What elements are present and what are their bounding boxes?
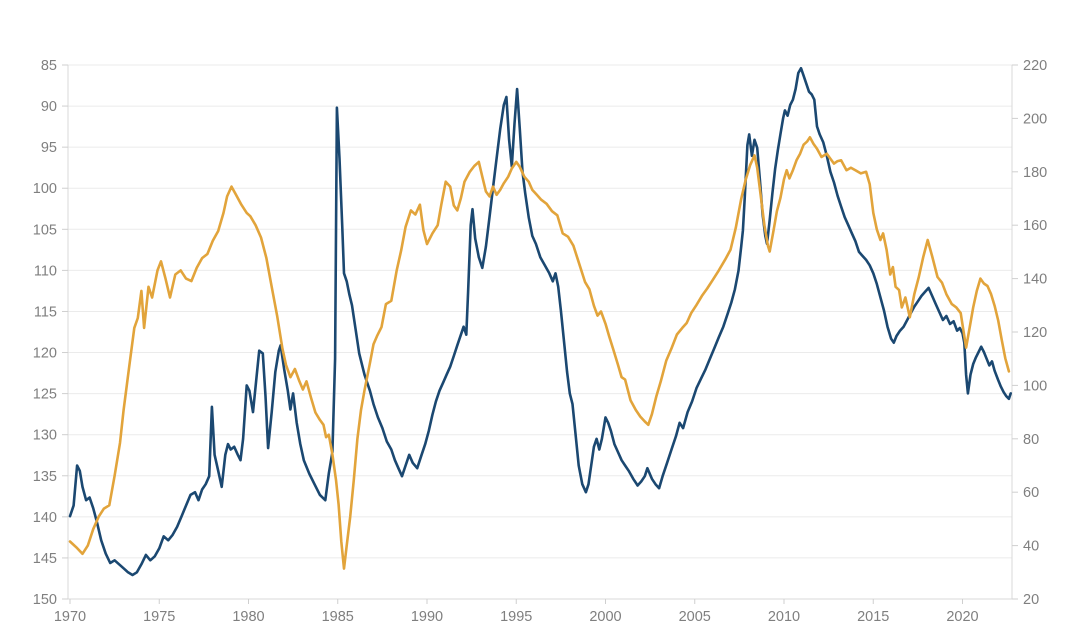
tick-label: 120	[1023, 325, 1047, 341]
twi-line-series	[68, 136, 1011, 570]
tick-label: 1985	[322, 609, 354, 625]
tick-label: 2000	[589, 609, 621, 625]
tick-label: 1995	[500, 609, 532, 625]
tick-label: 2005	[679, 609, 711, 625]
left-axis-ticks: 85 90 95 100 105 110 115 120 125 130 135 140 145 150	[33, 58, 68, 608]
tick-label: 20	[1023, 592, 1039, 608]
tick-label: 2020	[946, 609, 978, 625]
tick-label: 2010	[768, 609, 800, 625]
right-axis-ticks: 220 200 180 160 140 120 100 80 60 40 20	[1012, 58, 1047, 608]
tick-label: 1980	[232, 609, 264, 625]
tick-label: 110	[34, 263, 57, 279]
tick-label: 90	[41, 99, 57, 115]
tick-label: 135	[33, 469, 57, 485]
tick-label: 1975	[143, 609, 175, 625]
tick-label: 100	[33, 181, 57, 197]
tick-label: 150	[33, 592, 57, 608]
tick-label: 100	[1023, 378, 1047, 394]
x-axis-ticks: 1970 1975 1980 1985 1990 1995 2000 2005 2010 2015…	[54, 599, 979, 625]
tick-label: 80	[1023, 432, 1039, 448]
tick-label: 95	[41, 140, 57, 156]
tick-label: 115	[34, 304, 57, 320]
tick-label: 2015	[857, 609, 889, 625]
tick-label: 220	[1023, 58, 1047, 74]
tick-label: 125	[33, 387, 57, 403]
tick-label: 1970	[54, 609, 86, 625]
tick-label: 60	[1023, 485, 1039, 501]
gridlines	[68, 64, 1012, 600]
tick-label: 1990	[411, 609, 443, 625]
tick-label: 140	[1023, 272, 1047, 288]
tick-label: 40	[1023, 539, 1039, 555]
tick-label: 200	[1023, 111, 1047, 127]
tick-label: 85	[41, 58, 57, 74]
tick-label: 145	[33, 551, 57, 567]
tick-label: 160	[1023, 218, 1047, 234]
tick-label: 120	[33, 346, 57, 362]
tick-label: 140	[33, 510, 57, 526]
emdm-line-series	[68, 66, 1013, 577]
tick-label: 105	[33, 222, 57, 238]
tick-label: 180	[1023, 165, 1047, 181]
tick-label: 130	[33, 428, 57, 444]
